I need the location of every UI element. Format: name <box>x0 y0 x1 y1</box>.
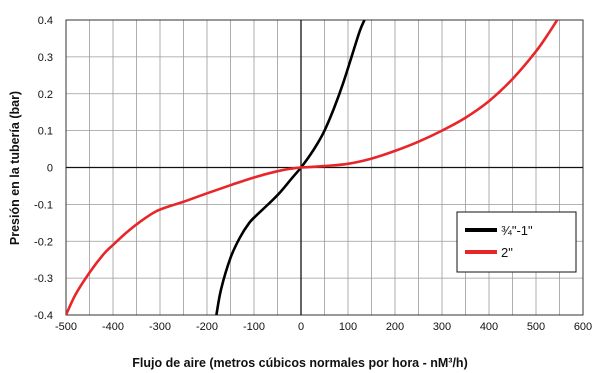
series-line-1 <box>66 20 559 315</box>
x-tick-label: -500 <box>55 321 77 333</box>
x-tick-label: 300 <box>433 321 451 333</box>
legend: ¾"-1" 2" <box>456 211 577 273</box>
y-tick-label: -0.1 <box>34 199 53 211</box>
y-tick-label: 0.3 <box>38 52 53 64</box>
x-tick-label: 100 <box>339 321 357 333</box>
legend-label-1: 2" <box>501 245 513 260</box>
y-tick-label: 0.4 <box>38 15 53 27</box>
x-tick-label: 0 <box>298 321 304 333</box>
y-tick-label: -0.2 <box>34 236 53 248</box>
legend-label-0: ¾"-1" <box>501 223 533 238</box>
x-tick-label: 200 <box>386 321 404 333</box>
series-line-0 <box>215 20 366 315</box>
y-tick-labels: 0.4 0.3 0.2 0.1 0 -0.1 -0.2 -0.3 -0.4 <box>34 15 53 322</box>
y-tick-label: 0.1 <box>38 126 53 138</box>
x-axis-label: Flujo de aire (metros cúbicos normales p… <box>132 356 467 370</box>
y-tick-label: -0.4 <box>34 310 53 322</box>
x-tick-label: 400 <box>480 321 498 333</box>
y-tick-label: -0.3 <box>34 273 53 285</box>
y-axis-label: Presión en la tubería (bar) <box>8 91 22 245</box>
legend-box <box>456 211 577 273</box>
x-tick-label: -300 <box>149 321 171 333</box>
x-tick-label: 600 <box>574 321 592 333</box>
x-tick-label: -200 <box>196 321 218 333</box>
x-tick-label: 500 <box>527 321 545 333</box>
x-tick-labels: -500 -400 -300 -200 -100 0 100 200 300 400 500 600 <box>55 321 592 333</box>
y-tick-label: 0 <box>47 163 53 175</box>
y-tick-label: 0.2 <box>38 89 53 101</box>
x-tick-label: -100 <box>243 321 265 333</box>
series-layer <box>66 20 559 315</box>
x-tick-label: -400 <box>102 321 124 333</box>
